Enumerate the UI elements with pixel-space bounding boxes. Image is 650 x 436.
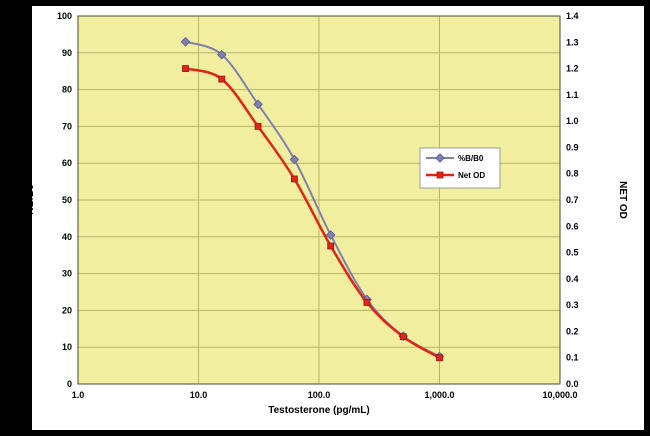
y-axis-right-tick-label: 0.1	[566, 353, 579, 363]
y-axis-left-tick-label: 10	[62, 342, 72, 352]
x-axis-title: Testosterone (pg/mL)	[268, 405, 369, 416]
data-point-marker	[253, 99, 263, 110]
legend: %B/B0 Net OD	[419, 147, 501, 189]
data-point-marker	[399, 333, 407, 341]
x-axis-tick-label: 10.0	[190, 390, 208, 400]
data-point-marker	[325, 230, 336, 240]
data-point-marker	[363, 299, 371, 306]
y-axis-left-tick-label: 60	[62, 158, 72, 168]
y-axis-left-title: %B/B0	[32, 184, 36, 216]
y-axis-right-tick-label: 0.7	[566, 195, 579, 205]
data-point-marker	[182, 65, 189, 72]
data-point-marker	[180, 36, 191, 47]
series-net-od	[182, 65, 443, 362]
y-axis-left-tick-label: 100	[57, 11, 72, 21]
data-point-marker	[436, 354, 443, 362]
y-axis-left-tick-label: 40	[62, 232, 72, 242]
y-axis-right-tick-label: 0.3	[566, 300, 579, 310]
y-axis-left-tick-label: 0	[67, 379, 72, 389]
legend-entry-label: Net OD	[458, 171, 485, 180]
y-axis-left-tick-label: 80	[62, 85, 72, 95]
legend-box	[419, 147, 501, 189]
y-axis-right-tick-label: 0.2	[566, 326, 579, 336]
chart-panel: 0 10 20 30 40 50 60 70 80 90 100 0.0 0.1 0.2 0.3 0.4 0.5…	[32, 6, 644, 430]
data-point-marker	[291, 175, 298, 183]
y-axis-right-tick-label: 1.4	[566, 11, 579, 21]
data-point-marker	[254, 123, 262, 130]
y-axis-left-tick-label: 20	[62, 305, 72, 315]
legend-entry-label: %B/B0	[458, 154, 484, 163]
x-axis-tick-label: 1,000.0	[424, 390, 454, 400]
data-point-marker	[216, 49, 227, 60]
data-point-marker	[218, 75, 226, 83]
y-axis-right-title: NET OD	[617, 181, 628, 219]
x-axis-tick-label: 10,000.0	[542, 390, 577, 400]
y-axis-right-tick-label: 0.0	[566, 379, 579, 389]
data-point-marker	[289, 154, 300, 165]
y-axis-left-tick-label: 70	[62, 121, 72, 131]
y-axis-right-tick-label: 1.3	[566, 37, 579, 47]
data-point-marker	[327, 242, 335, 250]
y-axis-right-tick-label: 0.6	[566, 221, 579, 231]
y-axis-left-tick-label: 30	[62, 269, 72, 279]
y-axis-left-tick-label: 50	[62, 195, 72, 205]
x-axis-tick-label: 1.0	[72, 390, 85, 400]
series-line	[184, 67, 441, 359]
y-axis-right-tick-label: 0.4	[566, 274, 579, 284]
y-axis-right-tick-label: 1.2	[566, 64, 579, 74]
y-axis-left-tick-label: 90	[62, 48, 72, 58]
y-axis-right-tick-label: 1.1	[566, 90, 579, 100]
x-axis-tick-label: 100.0	[308, 390, 331, 400]
data-point-marker	[436, 171, 444, 179]
y-axis-right-tick-label: 0.9	[566, 142, 579, 152]
data-point-marker	[435, 153, 445, 163]
plot-border	[77, 15, 561, 385]
y-axis-right-tick-label: 0.5	[566, 248, 579, 258]
y-axis-right-tick-label: 1.0	[566, 116, 579, 126]
standard-curve-chart: 0 10 20 30 40 50 60 70 80 90 100 0.0 0.1 0.2 0.3 0.4 0.5…	[32, 11, 628, 416]
y-axis-right-tick-label: 0.8	[566, 169, 579, 179]
